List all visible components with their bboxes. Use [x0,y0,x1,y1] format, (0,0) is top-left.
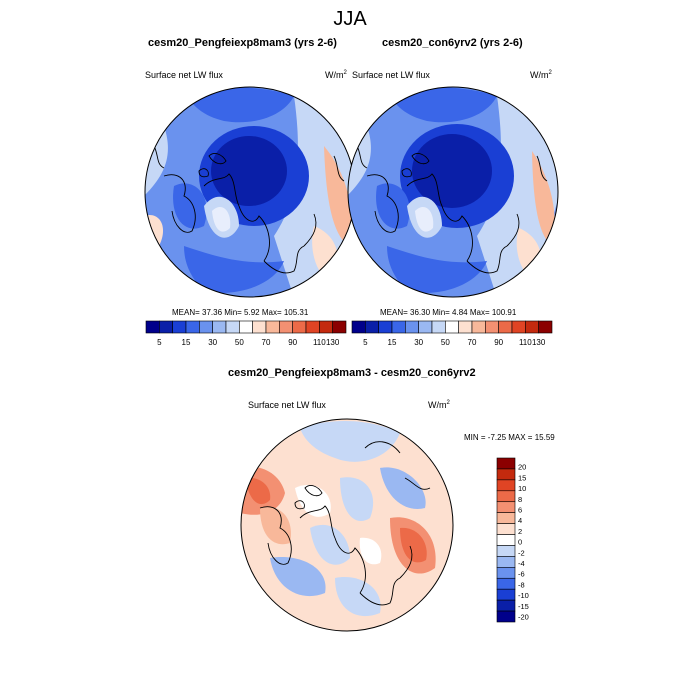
right-colorbar-swatch [511,320,526,334]
diff-colorbar-tick-label: -4 [518,559,525,568]
left-colorbar-swatch [279,320,293,334]
diff-colorbar-tick-label: 4 [518,516,522,525]
left-colorbar-tick-label: 110 [313,338,326,347]
diff-colorbar-tick-label: 20 [518,463,526,472]
diff-colorbar-swatch [496,457,516,470]
right-colorbar-swatch [431,320,446,334]
left-colorbar-tick-label: 90 [288,338,297,347]
left-field-label: Surface net LW flux [145,70,223,80]
diff-colorbar-tick-label: 6 [518,506,522,515]
right-colorbar-swatch [405,320,419,334]
left-colorbar-tick-label: 130 [326,338,340,347]
diff-colorbar-swatch [496,588,516,601]
left-stats: MEAN= 37.36 Min= 5.92 Max= 105.31 [172,308,309,317]
right-colorbar-swatch [445,320,459,334]
right-colorbar-tick-label: 5 [363,338,368,347]
diff-colorbar-tick-label: -10 [518,591,529,600]
diff-panel-title: cesm20_Pengfeiexp8mam3 - cesm20_con6yrv2 [228,367,476,379]
right-colorbar-swatch [538,320,553,334]
right-colorbar-tick-label: 30 [414,338,423,347]
right-colorbar-swatch [471,320,486,334]
diff-colorbar-swatch [496,545,516,557]
diff-colorbar-swatch [496,556,516,568]
right-stats: MEAN= 36.30 Min= 4.84 Max= 100.91 [380,308,517,317]
left-colorbar-swatch [172,320,187,334]
diff-polar-map [240,418,454,632]
diff-colorbar-tick-label: -20 [518,613,529,622]
diff-colorbar-tick-label: -8 [518,580,525,589]
left-polar-map [144,86,356,298]
right-polar-map [347,86,559,298]
left-colorbar-swatch [212,320,227,334]
left-colorbar-swatch [319,320,333,334]
diff-colorbar-tick-label: -15 [518,602,529,611]
left-colorbar-tick-label: 30 [208,338,217,347]
left-colorbar-swatch [145,320,160,334]
diff-colorbar-swatch [496,577,516,590]
left-colorbar-tick-label: 70 [262,338,271,347]
left-colorbar-swatch [292,320,307,334]
left-colorbar-swatch [252,320,267,334]
right-colorbar-swatch [418,320,433,334]
left-colorbar-swatch [305,320,320,334]
left-panel-title: cesm20_Pengfeiexp8mam3 (yrs 2-6) [148,37,337,49]
left-units: W/m2 [325,70,347,80]
diff-colorbar-tick-label: 10 [518,484,526,493]
diff-colorbar-swatch [496,599,516,612]
left-colorbar: 5 15 30 50 70 90 110 130 [145,320,347,347]
left-colorbar-tick-label: 15 [182,338,191,347]
right-colorbar-swatch [391,320,406,334]
page-title: JJA [333,8,367,30]
right-colorbar-tick-label: 50 [441,338,450,347]
diff-colorbar-swatch [496,534,516,546]
diff-colorbar-tick-label: -2 [518,548,525,557]
right-colorbar-swatch [485,320,499,334]
right-field-label: Surface net LW flux [352,70,430,80]
left-colorbar-swatch [265,320,280,334]
diff-field-label: Surface net LW flux [248,400,326,410]
right-colorbar-tick-label: 70 [468,338,477,347]
right-colorbar-tick-label: 15 [388,338,397,347]
diff-colorbar-tick-label: -6 [518,570,525,579]
right-colorbar-swatch [378,320,393,334]
left-colorbar-swatch [199,320,213,334]
right-colorbar-tick-label: 130 [532,338,546,347]
right-colorbar-swatch [458,320,473,334]
diff-colorbar-swatch [496,490,516,503]
diff-colorbar-swatch [496,610,516,623]
left-colorbar-tick-label: 50 [235,338,244,347]
right-colorbar-swatch [365,320,379,334]
diff-colorbar-tick-label: 2 [518,527,522,536]
diff-colorbar-swatch [496,567,516,579]
diff-colorbar-swatch [496,523,516,535]
right-colorbar-swatch [525,320,539,334]
left-colorbar-swatch [332,320,347,334]
right-panel-title: cesm20_con6yrv2 (yrs 2-6) [382,37,523,49]
right-colorbar: 5 15 30 50 70 90 110 130 [351,320,553,347]
left-colorbar-swatch [159,320,173,334]
diff-colorbar-swatch [496,479,516,492]
right-colorbar-swatch [498,320,513,334]
right-units: W/m2 [530,70,552,80]
diff-colorbar-tick-label: 8 [518,495,522,504]
left-colorbar-swatch [239,320,253,334]
diff-colorbar-tick-label: 0 [518,538,522,547]
diff-colorbar-swatch [496,512,516,524]
right-colorbar-swatch [351,320,366,334]
diff-colorbar-swatch [496,501,516,513]
left-colorbar-swatch [185,320,200,334]
diff-colorbar-tick-label: 15 [518,473,526,482]
left-colorbar-tick-label: 5 [157,338,162,347]
diff-units: W/m2 [428,400,450,410]
diff-colorbar-swatch [496,468,516,481]
right-colorbar-tick-label: 110 [519,338,532,347]
right-colorbar-tick-label: 90 [494,338,503,347]
left-colorbar-swatch [225,320,240,334]
diff-stats: MIN = -7.25 MAX = 15.59 [464,433,555,442]
